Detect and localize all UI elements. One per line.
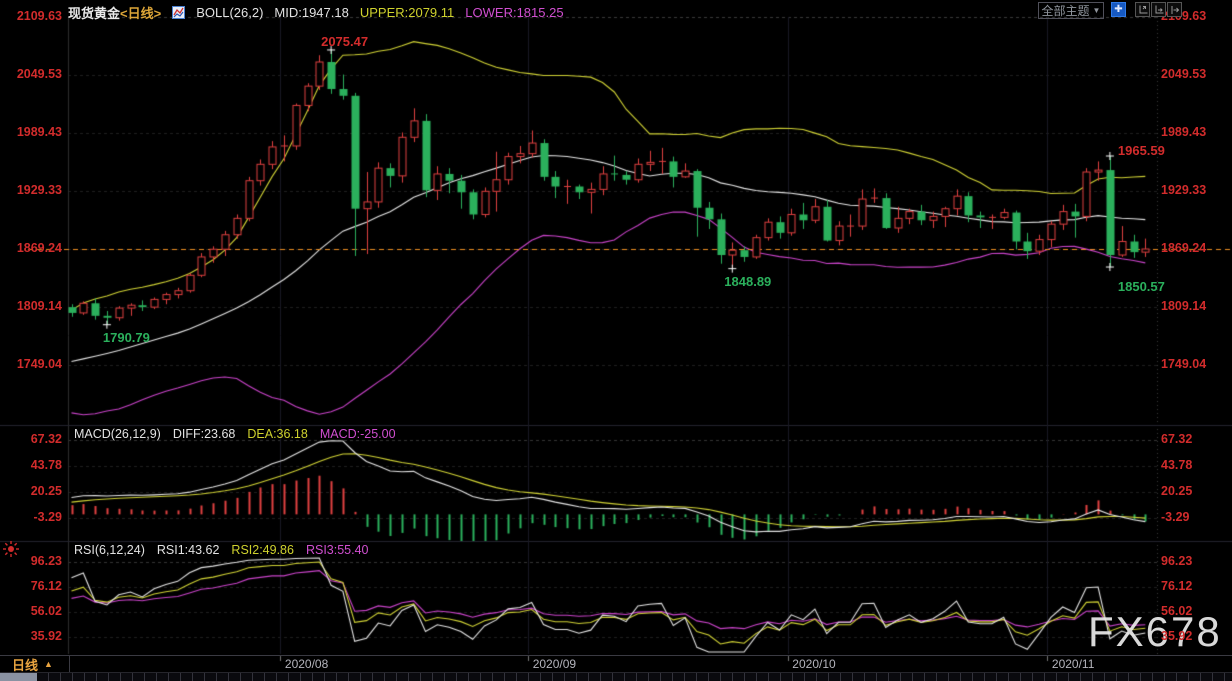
x-axis-scale-button[interactable]	[1151, 2, 1166, 17]
rsi2-value: RSI2:49.86	[231, 543, 294, 557]
macd-axis-label: -3.29	[1161, 510, 1190, 524]
scrollbar-thumb[interactable]	[0, 673, 37, 681]
price-axis-label: 1869.24	[16, 240, 62, 255]
y-axis-scale-icon	[1139, 5, 1147, 13]
price-annotation: 1965.59	[1117, 143, 1165, 158]
indicator-chart-icon	[172, 6, 186, 19]
macd-axis-label: 43.78	[1161, 458, 1193, 472]
macd-axis-label: -3.29	[33, 510, 63, 524]
xaxis-date-label: 2020/10	[792, 657, 836, 671]
scrollbar[interactable]	[0, 673, 1232, 681]
macd-axis-label: 20.25	[30, 483, 62, 498]
rsi-title: RSI(6,12,24)	[74, 543, 145, 557]
rsi1-value: RSI1:43.62	[156, 543, 220, 557]
rsi-axis-label: 56.02	[30, 604, 62, 618]
boll-indicator-label: BOLL(26,2)	[196, 5, 264, 20]
rsi-axis-label: 76.12	[30, 579, 62, 593]
rsi-panel-header: RSI(6,12,24) RSI1:43.62 RSI2:49.86 RSI3:…	[74, 543, 369, 557]
rsi3-value: RSI3:55.40	[305, 543, 369, 557]
boll-mid-value: MID:1947.18	[274, 5, 349, 20]
macd-axis-label: 67.32	[30, 432, 62, 446]
chevron-down-icon: ▼	[1092, 6, 1101, 15]
xaxis-date-label: 2020/11	[1051, 657, 1095, 671]
scrollbar-separator	[0, 672, 1232, 673]
symbol-label: 现货黄金	[68, 6, 121, 21]
macd-panel-header: MACD(26,12,9) DIFF:23.68 DEA:36.18 MACD:…	[74, 427, 396, 441]
period-selector-label: 日线	[12, 657, 39, 673]
pan-right-icon	[1171, 5, 1179, 14]
pan-to-latest-button[interactable]	[1167, 2, 1182, 17]
macd-value: MACD:-25.00	[319, 427, 396, 441]
price-axis-label: 1929.33	[16, 183, 62, 197]
price-annotation: 2075.47	[321, 33, 369, 49]
triangle-up-icon: ▲	[44, 659, 53, 669]
boll-upper-value: UPPER:2079.11	[359, 5, 455, 20]
y-axis-scale-button[interactable]	[1135, 2, 1150, 17]
price-axis-label: 1989.43	[1161, 125, 1207, 139]
price-annotation: 1848.89	[724, 273, 772, 289]
crosshair-tool-button[interactable]: ✚	[1111, 2, 1126, 17]
macd-axis-label: 20.25	[1161, 483, 1193, 498]
price-axis-label: 1989.43	[16, 125, 62, 139]
macd-dea-value: DEA:36.18	[247, 427, 308, 441]
rsi-axis-label: 76.12	[1161, 579, 1193, 593]
price-axis-label: 2049.53	[1161, 67, 1207, 81]
macd-title: MACD(26,12,9)	[74, 427, 161, 441]
xaxis-date-label: 2020/08	[284, 657, 329, 671]
price-axis-label: 1749.04	[16, 357, 62, 371]
x-axis-scale-icon	[1155, 5, 1163, 13]
symbol-group: 现货黄金 <日线>	[68, 3, 161, 22]
price-annotation: 1790.79	[102, 329, 150, 345]
crosshair-icon: ✚	[1114, 3, 1123, 15]
price-axis-label: 2049.53	[16, 67, 62, 81]
period-tag: <日线>	[120, 6, 162, 21]
price-axis-label: 1809.14	[1161, 298, 1207, 313]
period-selector[interactable]: 日线 ▲	[0, 656, 70, 673]
price-axis-label: 1809.14	[16, 298, 62, 313]
price-axis-label: 1749.04	[1161, 357, 1207, 371]
macd-diff-value: DIFF:23.68	[172, 427, 236, 441]
macd-axis-label: 67.32	[1161, 432, 1193, 446]
theme-dropdown[interactable]: 全部主题 ▼	[1038, 2, 1104, 19]
hot-indicator-icon	[2, 540, 20, 563]
xaxis-separator	[0, 655, 1232, 656]
watermark: FX678	[1088, 608, 1222, 655]
price-axis-label: 2109.63	[16, 9, 62, 23]
price-axis-label: 1869.24	[1161, 240, 1207, 255]
macd-axis-label: 43.78	[30, 458, 62, 472]
rsi-axis-label: 96.23	[1161, 554, 1193, 568]
rsi-axis-label: 56.02	[1161, 604, 1193, 618]
price-annotation: 1850.57	[1117, 279, 1165, 295]
boll-lower-value: LOWER:1815.25	[465, 5, 564, 20]
price-axis-label: 1929.33	[1161, 183, 1207, 197]
xaxis-date-label: 2020/09	[532, 657, 577, 671]
rsi-axis-label: 35.92	[30, 628, 62, 643]
rsi-axis-label: 35.92	[1161, 628, 1193, 643]
chart-header: 现货黄金 <日线> BOLL(26,2) MID:1947.18 UPPER:20…	[68, 3, 564, 22]
rsi-axis-label: 96.23	[30, 554, 62, 568]
theme-dropdown-label: 全部主题	[1041, 4, 1090, 18]
